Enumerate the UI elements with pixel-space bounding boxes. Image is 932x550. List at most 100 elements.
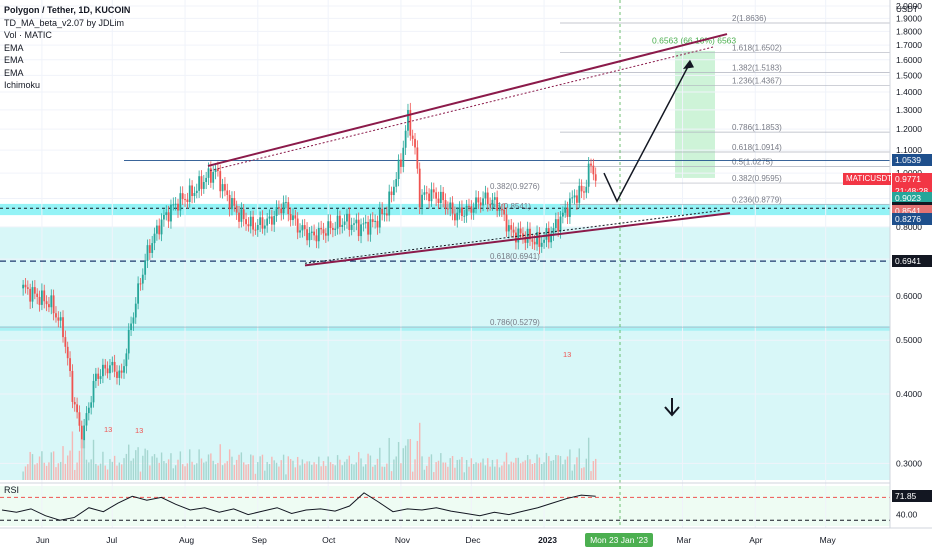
volume-bar — [259, 456, 261, 480]
volume-bar — [282, 454, 285, 480]
candle-body — [334, 228, 337, 230]
volume-bar — [172, 468, 175, 480]
volume-bar — [350, 463, 353, 480]
volume-bar — [289, 459, 292, 480]
y-tick-label: 1.6000 — [896, 55, 922, 65]
volume-bar — [287, 456, 289, 480]
candle-body — [118, 370, 121, 378]
candle-body — [329, 221, 332, 228]
volume-bar — [519, 463, 522, 480]
volume-bar — [388, 437, 390, 480]
candle-body — [482, 198, 484, 206]
candle-body — [409, 110, 412, 136]
candle-body — [224, 184, 226, 191]
volume-bar — [437, 460, 440, 480]
candle-body — [52, 295, 55, 314]
candle-body — [378, 208, 381, 228]
volume-bar — [357, 452, 360, 480]
candle-body — [496, 197, 499, 211]
volume-bar — [414, 459, 416, 480]
volume-bar — [130, 460, 132, 480]
volume-bar — [372, 466, 374, 480]
candle-body — [160, 219, 163, 235]
candle-body — [522, 233, 524, 237]
candle-body — [148, 245, 151, 253]
volume-bar — [313, 462, 315, 480]
candle-body — [470, 206, 473, 213]
candle-body — [104, 364, 107, 369]
candle-body — [322, 229, 325, 234]
volume-bar — [285, 474, 287, 480]
candle-body — [442, 191, 445, 201]
volume-bar — [88, 462, 90, 480]
candle-body — [446, 208, 449, 210]
volume-bar — [132, 458, 135, 480]
candle-body — [186, 199, 189, 203]
volume-bar — [170, 453, 172, 480]
y-tick-label: 1.3000 — [896, 105, 922, 115]
candle-body — [573, 195, 576, 198]
volume-bar — [461, 456, 463, 480]
volume-bar — [280, 460, 282, 480]
candle-body — [435, 192, 438, 199]
volume-bar — [38, 456, 41, 480]
volume-bar — [583, 467, 585, 480]
candle-body — [423, 192, 426, 195]
candle-body — [228, 194, 231, 210]
candle-body — [270, 216, 273, 225]
candle-body — [127, 330, 130, 354]
candle-body — [564, 207, 567, 213]
volume-bar — [31, 454, 34, 480]
candle-body — [80, 425, 83, 449]
candle-body — [336, 215, 339, 229]
candle-body — [493, 197, 496, 200]
candle-body — [22, 284, 25, 289]
volume-bar — [139, 471, 142, 480]
candle-body — [331, 227, 334, 230]
volume-bar — [271, 456, 273, 480]
candle-body — [207, 168, 210, 178]
candle-body — [479, 202, 482, 206]
volume-bar — [475, 462, 477, 480]
candle-body — [489, 204, 492, 206]
volume-bar — [447, 466, 449, 480]
candle-body — [179, 193, 182, 211]
candle-body — [216, 168, 219, 172]
volume-bar — [548, 456, 550, 480]
legend-item: EMA — [4, 55, 24, 65]
volume-bar — [325, 465, 327, 480]
legend-item: Vol · MATIC — [4, 30, 52, 40]
volume-bar — [198, 449, 200, 480]
target-label: 0.6563 (66.10%) 6563 — [652, 36, 736, 46]
candle-body — [592, 165, 595, 175]
candle-body — [303, 225, 306, 230]
candle-body — [543, 239, 545, 243]
volume-bar — [62, 446, 64, 480]
volume-bar — [327, 456, 329, 480]
candle-body — [247, 224, 250, 227]
candle-body — [425, 192, 428, 194]
candle-body — [48, 304, 50, 308]
price-tag: 0.9023 — [892, 191, 932, 204]
volume-bar — [442, 462, 444, 480]
volume-bar — [22, 471, 24, 480]
candle-body — [242, 209, 245, 220]
volume-bar — [27, 464, 29, 480]
candle-body — [212, 171, 215, 183]
fib-label: 2(1.8636) — [732, 14, 767, 23]
volume-bar — [531, 464, 534, 480]
volume-bar — [71, 431, 74, 480]
volume-bar — [179, 451, 182, 480]
candle-body — [571, 197, 574, 199]
y-tick-label: 0.5000 — [896, 335, 922, 345]
candle-body — [116, 371, 118, 378]
candle-body — [357, 219, 360, 237]
candle-body — [102, 364, 104, 377]
volume-bar — [210, 453, 212, 480]
volume-bar — [29, 451, 31, 480]
candle-body — [259, 217, 262, 225]
volume-bar — [83, 440, 85, 480]
candle-body — [76, 404, 78, 413]
candle-body — [519, 228, 522, 234]
